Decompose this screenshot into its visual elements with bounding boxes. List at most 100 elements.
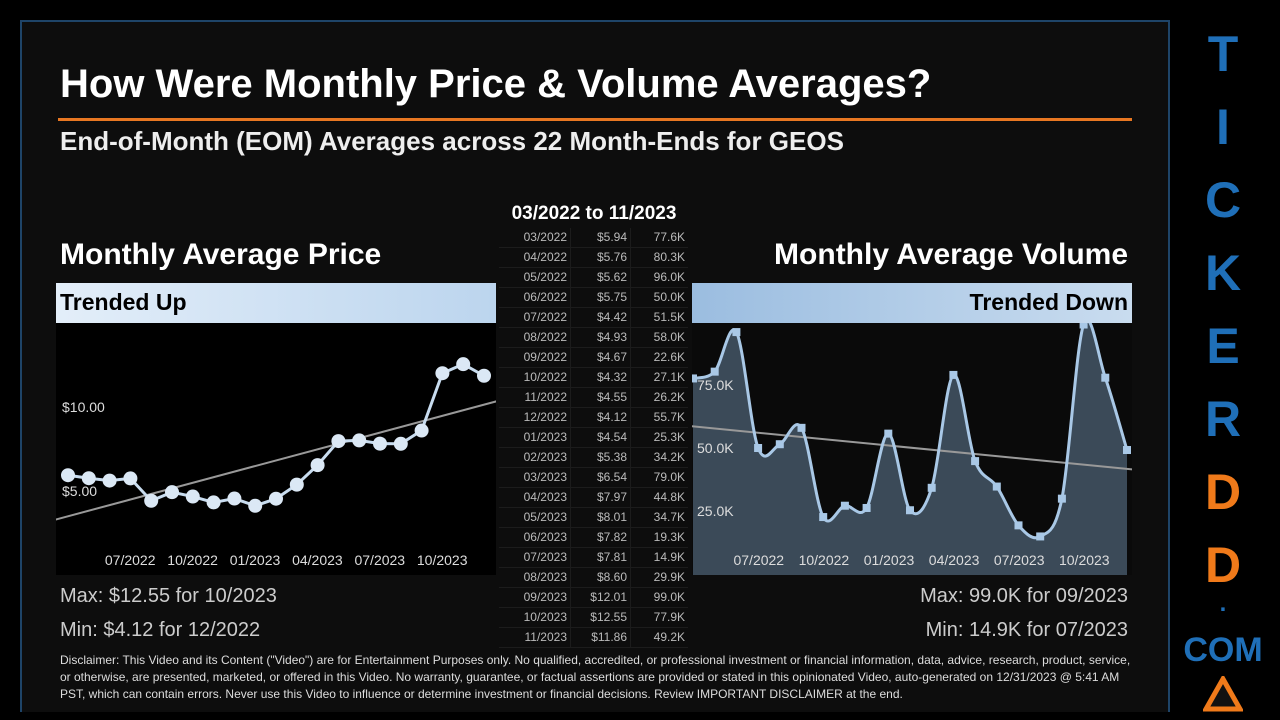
price-cell: $4.67: [571, 348, 631, 367]
table-row: 04/2023 $7.97 44.8K: [499, 488, 688, 508]
data-point: [797, 423, 806, 432]
price-cell: $12.55: [571, 608, 631, 627]
price-cell: $4.93: [571, 328, 631, 347]
data-point: [393, 436, 408, 451]
logo-letter: K: [1204, 245, 1242, 301]
x-tick-label: 07/2023: [354, 552, 405, 568]
volume-cell: 99.0K: [653, 590, 685, 604]
volume-cell: 25.3K: [653, 430, 685, 444]
month-cell: 08/2022: [499, 328, 571, 347]
data-table: 03/2022 $5.94 77.6K 04/2022 $5.76 80.3K 05/202…: [499, 228, 688, 648]
data-point: [840, 501, 849, 510]
price-cell: $8.60: [571, 568, 631, 587]
logo-letter: T: [1207, 26, 1239, 82]
table-row: 01/2023 $4.54 25.3K: [499, 428, 688, 448]
data-point: [373, 436, 387, 451]
logo-letter: E: [1206, 318, 1240, 374]
month-cell: 06/2022: [499, 288, 571, 307]
data-point: [971, 457, 980, 466]
table-row: 09/2023 $12.01 99.0K: [499, 588, 688, 608]
data-point: [144, 493, 159, 508]
volume-cell: 34.7K: [653, 510, 685, 524]
logo-letter: D: [1204, 464, 1242, 520]
data-point: [732, 328, 741, 337]
disclaimer: Disclaimer: This Video and its Content (…: [60, 653, 1131, 701]
price-cell: $8.01: [571, 508, 631, 527]
price-cell: $12.01: [571, 588, 631, 607]
data-point: [1057, 494, 1066, 503]
price-chart-bg: [56, 323, 496, 575]
trend-line: [56, 400, 496, 521]
volume-cell: 58.0K: [653, 330, 685, 344]
volume-cell: 77.9K: [653, 610, 685, 624]
price-cell: $7.97: [571, 488, 631, 507]
volume-cell: 29.9K: [653, 570, 685, 584]
volume-cell: 14.9K: [653, 550, 685, 564]
volume-max: Max: 99.0K for 09/2023: [920, 585, 1128, 607]
data-point: [1123, 446, 1131, 455]
data-point: [1014, 521, 1023, 530]
volume-cell: 22.6K: [653, 350, 685, 364]
table-row: 05/2023 $8.01 34.7K: [499, 508, 688, 528]
x-tick-label: 07/2022: [733, 552, 784, 568]
month-cell: 01/2023: [499, 428, 571, 447]
data-point: [248, 498, 263, 513]
month-cell: 05/2023: [499, 508, 571, 527]
table-row: 07/2023 $7.81 14.9K: [499, 548, 688, 568]
data-point: [884, 429, 893, 438]
month-cell: 07/2022: [499, 308, 571, 327]
date-range: 03/2022 to 11/2023: [511, 203, 677, 224]
data-point: [123, 471, 138, 486]
table-row: 04/2022 $5.76 80.3K: [499, 248, 688, 268]
month-cell: 09/2023: [499, 588, 571, 607]
data-point: [206, 495, 221, 510]
price-chart: $5.00 $10.00 07/2022 10/2022 01/2023 04/2023 0…: [56, 357, 496, 568]
y-tick-label: $5.00: [62, 483, 97, 499]
month-cell: 10/2022: [499, 368, 571, 387]
month-cell: 10/2023: [499, 608, 571, 627]
volume-cell: 34.2K: [653, 450, 685, 464]
price-heading: Monthly Average Price: [60, 238, 382, 271]
page-title: How Were Monthly Price & Volume Averages…: [60, 62, 932, 106]
data-point: [1079, 323, 1088, 329]
month-cell: 03/2022: [499, 228, 571, 247]
volume-cell: 44.8K: [653, 490, 685, 504]
x-tick-label: 10/2023: [1059, 552, 1110, 568]
data-point: [927, 483, 936, 492]
trend-line: [692, 425, 1132, 471]
x-tick-label: 10/2022: [167, 552, 218, 568]
data-point: [435, 366, 450, 381]
data-point: [185, 489, 200, 504]
title-divider: [58, 118, 1132, 121]
price-cell: $5.94: [571, 228, 631, 247]
volume-heading: Monthly Average Volume: [774, 238, 1128, 271]
data-point: [775, 440, 784, 449]
x-tick-label: 07/2022: [105, 552, 156, 568]
x-tick-label: 01/2023: [864, 552, 915, 568]
x-tick-label: 10/2022: [799, 552, 850, 568]
volume-cell: 19.3K: [653, 530, 685, 544]
data-point: [289, 477, 304, 492]
table-row: 08/2022 $4.93 58.0K: [499, 328, 688, 348]
table-row: 02/2023 $5.38 34.2K: [499, 448, 688, 468]
data-point: [310, 458, 325, 473]
data-point: [165, 485, 179, 500]
volume-cell: 51.5K: [653, 310, 685, 324]
price-cell: $4.42: [571, 308, 631, 327]
logo-letter: C: [1204, 172, 1242, 228]
table-row: 06/2022 $5.75 50.0K: [499, 288, 688, 308]
table-row: 09/2022 $4.67 22.6K: [499, 348, 688, 368]
data-point: [862, 503, 871, 512]
month-cell: 12/2022: [499, 408, 571, 427]
data-point: [1036, 532, 1045, 541]
month-cell: 03/2023: [499, 468, 571, 487]
volume-cell: 27.1K: [653, 370, 685, 384]
price-cell: $6.54: [571, 468, 631, 487]
table-row: 11/2022 $4.55 26.2K: [499, 388, 688, 408]
table-row: 05/2022 $5.62 96.0K: [499, 268, 688, 288]
price-trend-band: Trended Up: [56, 283, 496, 323]
volume-trend-band: Trended Down: [692, 283, 1132, 323]
data-point: [949, 370, 958, 379]
x-tick-label: 01/2023: [230, 552, 281, 568]
